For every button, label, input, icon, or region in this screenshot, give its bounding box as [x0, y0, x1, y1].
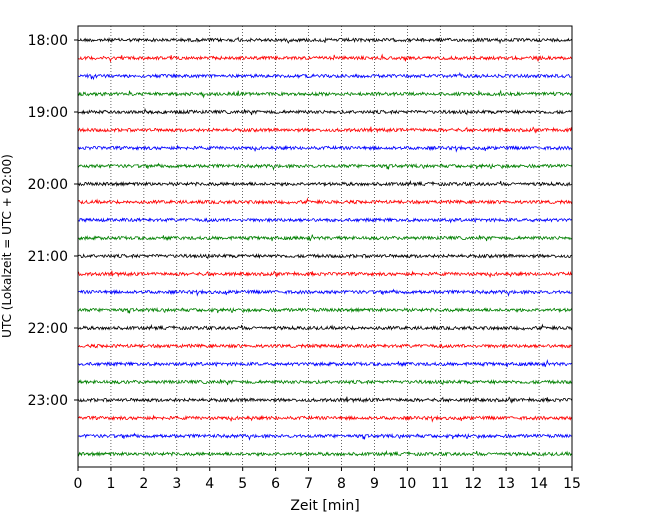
seismic-trace	[77, 396, 573, 404]
seismic-trace	[77, 414, 573, 423]
seismic-trace	[77, 72, 573, 81]
x-tick-label: 2	[139, 476, 148, 492]
seismic-trace	[77, 36, 573, 45]
x-tick-label: 7	[304, 476, 313, 492]
x-tick-label: 0	[74, 476, 83, 492]
seismic-trace	[77, 89, 573, 99]
x-tick-label: 8	[337, 476, 346, 492]
y-tick-label: 21:00	[28, 249, 68, 265]
seismic-trace	[77, 179, 573, 188]
seismic-trace	[77, 288, 573, 297]
seismic-trace	[77, 234, 573, 242]
x-tick-label: 9	[370, 476, 379, 492]
x-axis: 0 1 2 3 4 5 6 7 8 9 10 11 12 13 14 15	[74, 467, 581, 492]
y-tick-label: 23:00	[28, 393, 68, 409]
seismic-trace	[77, 253, 573, 260]
x-tick-label: 10	[398, 476, 416, 492]
seismic-trace	[77, 144, 573, 153]
x-tick-label: 6	[271, 476, 280, 492]
plot-frame	[77, 25, 573, 468]
seismic-trace	[77, 217, 573, 224]
x-axis-label: Zeit [min]	[290, 498, 359, 514]
seismic-trace	[77, 197, 573, 205]
y-axis: 18:00 19:00 20:00 21:00 22:00 23:00	[28, 33, 78, 409]
seismic-trace	[77, 379, 573, 386]
seismic-trace	[77, 53, 573, 63]
y-tick-label: 20:00	[28, 177, 68, 193]
seismic-trace	[77, 323, 573, 331]
seismic-trace	[77, 343, 573, 349]
x-tick-label: 1	[106, 476, 115, 492]
x-tick-label: 5	[238, 476, 247, 492]
seismic-trace	[77, 358, 573, 368]
x-tick-label: 13	[497, 476, 515, 492]
y-axis-label: UTC (Lokalzeit = UTC + 02:00)	[0, 154, 14, 338]
x-tick-label: 4	[205, 476, 214, 492]
y-tick-label: 22:00	[28, 321, 68, 337]
x-tick-label: 3	[172, 476, 181, 492]
trace-layer	[77, 36, 573, 458]
seismic-trace	[77, 126, 573, 134]
seismic-trace	[77, 306, 573, 314]
x-tick-label: 15	[563, 476, 581, 492]
x-tick-label: 11	[431, 476, 449, 492]
seismic-trace	[77, 107, 573, 116]
x-tick-label: 14	[530, 476, 548, 492]
y-tick-label: 19:00	[28, 105, 68, 121]
y-tick-label: 18:00	[28, 33, 68, 49]
seismic-trace	[77, 432, 573, 441]
seismic-trace	[77, 162, 573, 171]
x-tick-label: 12	[464, 476, 482, 492]
seismic-trace	[77, 270, 573, 278]
seismic-trace	[77, 449, 573, 458]
